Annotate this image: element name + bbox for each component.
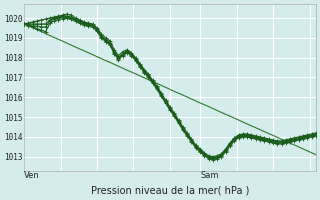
Text: Ven: Ven: [24, 171, 40, 180]
X-axis label: Pression niveau de la mer( hPa ): Pression niveau de la mer( hPa ): [91, 186, 249, 196]
Text: Sam: Sam: [200, 171, 219, 180]
